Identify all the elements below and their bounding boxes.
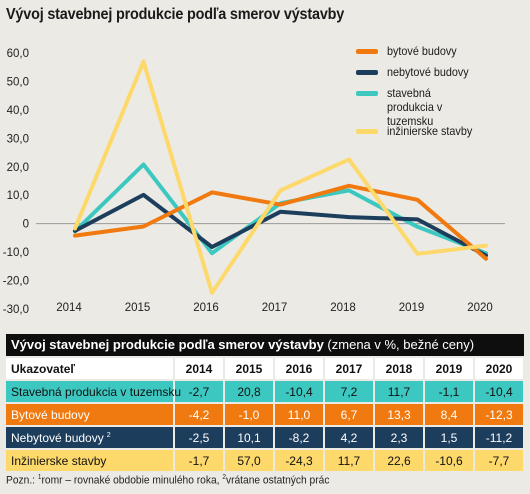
legend-label-bytove: bytové budovy bbox=[387, 44, 457, 58]
chart-title: Vývoj stavebnej produkcie podľa smerov v… bbox=[6, 6, 345, 23]
table-header-year: 2017 bbox=[324, 358, 375, 381]
table-header-year: 2020 bbox=[474, 358, 525, 381]
table-row-inzinierske: Inžinierske stavby -1,7 57,0 -24,3 11,7 22,6-… bbox=[6, 449, 525, 473]
table-row-label-text: Inžinierske stavby bbox=[11, 453, 107, 468]
table-cell: -1,1 bbox=[424, 380, 475, 404]
table-cell: 13,3 bbox=[374, 403, 425, 427]
y-tick-label: -20,0 bbox=[3, 276, 29, 288]
legend-item-bytove: bytové budovy bbox=[356, 44, 517, 58]
table-title: Vývoj stavebnej produkcie podľa smerov v… bbox=[6, 334, 524, 356]
table-cell: -8,2 bbox=[274, 426, 325, 450]
footnote-sup-2: 2 bbox=[222, 474, 226, 481]
table-row-label: Stavebná produkcia v tuzemsku bbox=[6, 380, 181, 404]
table-cell: 10,1 bbox=[224, 426, 275, 450]
table-header-year: 2016 bbox=[274, 358, 325, 381]
table-cell: 8,4 bbox=[424, 403, 475, 427]
table-row-bytove: Bytové budovy -4,2 -1,0 11,0 6,7 13,3 8,4 -12,3 bbox=[6, 403, 525, 427]
table-title-unit: (zmena v %, bežné ceny) bbox=[323, 337, 475, 352]
table-header-year: 2015 bbox=[224, 358, 275, 381]
table-cell: 4,2 bbox=[324, 426, 375, 450]
footnote-sup-1: 1 bbox=[37, 474, 42, 481]
series-line-bytove bbox=[73, 183, 488, 261]
x-tick-label: 2016 bbox=[193, 302, 219, 314]
table-cell: -4,2 bbox=[174, 403, 225, 427]
legend-label-nebytove: nebytové budovy bbox=[387, 65, 469, 79]
legend-item-tuzemsko: stavebná produkcia v tuzemsku bbox=[356, 86, 487, 128]
table-row-label-text: Stavebná produkcia v tuzemsku bbox=[11, 384, 182, 399]
y-tick-label: 0 bbox=[23, 219, 29, 231]
table-row-tuzemsko: Stavebná produkcia v tuzemsku -2,7 20,8 -10… bbox=[6, 380, 525, 404]
table-cell: -7,7 bbox=[474, 449, 525, 473]
table-row-label-text: Bytové budovy bbox=[11, 407, 90, 422]
x-tick-label: 2017 bbox=[262, 302, 288, 314]
table-cell: 7,2 bbox=[324, 380, 375, 404]
x-tick-label: 2014 bbox=[56, 302, 82, 314]
table-row-label-text: Nebytové budovy bbox=[11, 430, 104, 445]
legend-swatch-nebytove bbox=[356, 70, 378, 75]
x-tick-label: 2019 bbox=[399, 302, 425, 314]
table-row-label: Bytové budovy bbox=[6, 403, 175, 427]
table-cell: 11,7 bbox=[324, 449, 375, 473]
table-cell: 57,0 bbox=[224, 449, 275, 473]
footnote: Pozn.: 1romr – rovnaké obdobie minulého … bbox=[6, 474, 329, 487]
x-tick-label: 2020 bbox=[467, 302, 493, 314]
x-tick-label: 2018 bbox=[330, 302, 356, 314]
table-cell: 1,5 bbox=[424, 426, 475, 450]
table-cell: 11,7 bbox=[374, 380, 425, 404]
table-header-row: Ukazovateľ 2014 2015 2016 2017 2018 2019 2020 bbox=[6, 358, 525, 381]
line-chart: 60,0 50,0 40,0 30,0 20,0 10,0 0 -10,0 -20,0 -30,0… bbox=[3, 48, 505, 316]
table-cell: -1,0 bbox=[224, 403, 275, 427]
data-table: Ukazovateľ 2014 2015 2016 2017 2018 2019 2020 … bbox=[6, 358, 525, 473]
table-cell: -11,2 bbox=[474, 426, 525, 450]
table-title-bold: Vývoj stavebnej produkcie podľa smerov v… bbox=[11, 337, 324, 352]
table-cell: 11,0 bbox=[274, 403, 325, 427]
table-cell: 20,8 bbox=[224, 380, 275, 404]
table-header-year: 2019 bbox=[424, 358, 475, 381]
series-line-nebytove bbox=[73, 192, 488, 258]
data-table-section: Vývoj stavebnej produkcie podľa smerov v… bbox=[6, 334, 525, 473]
table-row-label: Nebytové budovy 2 bbox=[6, 426, 175, 450]
legend-swatch-tuzemsko bbox=[356, 91, 378, 96]
series-line-inzinierske bbox=[73, 59, 488, 295]
x-tick-label: 2015 bbox=[125, 302, 151, 314]
y-tick-label: 10,0 bbox=[7, 190, 29, 202]
y-tick-label: 50,0 bbox=[7, 76, 29, 88]
table-cell: 6,7 bbox=[324, 403, 375, 427]
footnote-prefix: Pozn.: bbox=[6, 474, 38, 487]
legend-swatch-bytove bbox=[356, 49, 378, 54]
footnote-text-1: romr – rovnaké obdobie minulého roka, bbox=[41, 474, 223, 487]
y-tick-label: 20,0 bbox=[7, 162, 29, 174]
table-cell: -2,5 bbox=[174, 426, 225, 450]
series-line-tuzemsko bbox=[73, 162, 488, 256]
table-cell: -12,3 bbox=[474, 403, 525, 427]
table-header-label: Ukazovateľ bbox=[6, 358, 175, 381]
legend-label-tuzemsko: stavebná produkcia v tuzemsku bbox=[387, 86, 443, 128]
y-tick-label: -30,0 bbox=[3, 304, 29, 316]
y-tick-label: 40,0 bbox=[7, 105, 29, 117]
table-cell: -2,7 bbox=[174, 380, 225, 404]
table-header-year: 2018 bbox=[374, 358, 425, 381]
table-cell: -10,4 bbox=[274, 380, 325, 404]
legend-item-nebytove: nebytové budovy bbox=[356, 65, 517, 79]
y-tick-label: 30,0 bbox=[7, 133, 29, 145]
table-header-year: 2014 bbox=[174, 358, 225, 381]
y-tick-label: -10,0 bbox=[3, 247, 29, 259]
table-row-label: Inžinierske stavby bbox=[6, 449, 175, 473]
y-tick-label: 60,0 bbox=[7, 48, 29, 60]
legend-swatch-inzinierske bbox=[356, 129, 378, 134]
legend-label-inzinierske: inžinierske stavby bbox=[387, 124, 473, 138]
table-row-nebytove: Nebytové budovy 2 -2,5 10,1 -8,2 4,2 2,3 1,5 -11… bbox=[6, 426, 525, 450]
table-cell: -24,3 bbox=[274, 449, 325, 473]
table-cell: 22,6 bbox=[374, 449, 425, 473]
table-cell: -1,7 bbox=[174, 449, 225, 473]
footnote-text-2: vrátane ostatných prác bbox=[225, 474, 330, 487]
table-row-label-sup: 2 bbox=[106, 431, 111, 439]
table-cell: -10,4 bbox=[474, 380, 525, 404]
table-cell: 2,3 bbox=[374, 426, 425, 450]
legend-item-inzinierske: inžinierske stavby bbox=[356, 124, 517, 138]
table-cell: -10,6 bbox=[424, 449, 475, 473]
